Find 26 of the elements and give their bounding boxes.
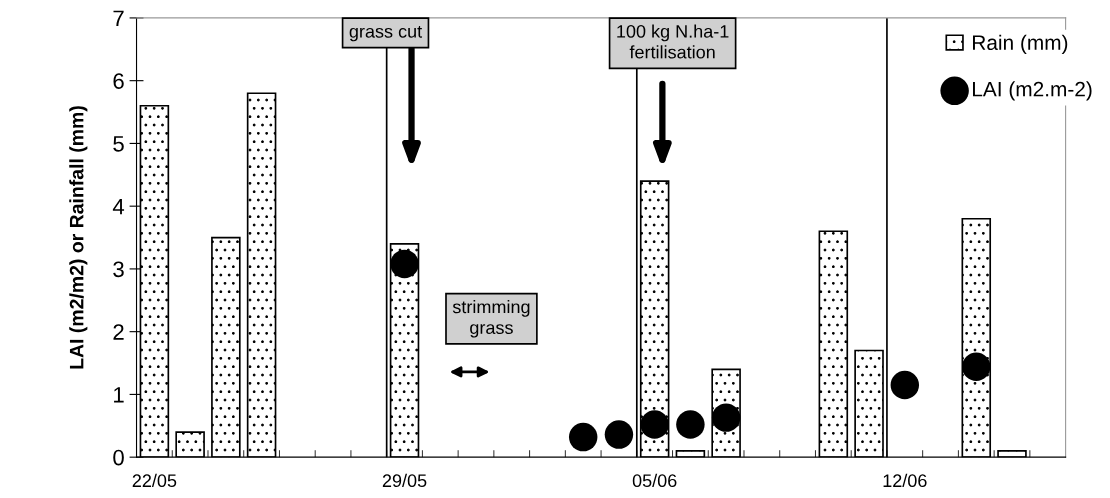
point (676, 410, 705, 439)
y-tick-label: 2 (113, 324, 124, 340)
point (962, 352, 991, 382)
annotation: grass cut (349, 25, 423, 42)
y-tick-label: 3 (113, 261, 124, 278)
point (390, 249, 419, 279)
y-tick-label: 4 (112, 198, 125, 215)
x-tick-label: 29/05 (382, 473, 427, 488)
point (640, 410, 669, 439)
point (890, 370, 920, 400)
legend-label: LAI (m2.m-2) (973, 81, 1092, 101)
legend-label: Rain (mm) (973, 34, 1068, 55)
point (711, 403, 741, 432)
annotation: strimming grass (452, 300, 530, 338)
annotation: 100 kg N.ha-1 fertilisation (617, 24, 729, 59)
y-tick-label: 7 (113, 10, 124, 26)
y-tick-label: 1 (114, 387, 124, 403)
x-tick-label: 05/06 (632, 473, 677, 488)
x-tick-label: 22/05 (132, 473, 177, 488)
y-tick-label: 5 (113, 136, 124, 152)
point (604, 420, 634, 449)
y-axis-title: LAI (m2/m2) or Rainfall (mm) (69, 106, 88, 369)
x-tick-label: 12/06 (883, 473, 927, 488)
y-tick-label: 0 (113, 449, 124, 466)
point (568, 422, 598, 452)
y-tick-label: 6 (113, 73, 124, 89)
